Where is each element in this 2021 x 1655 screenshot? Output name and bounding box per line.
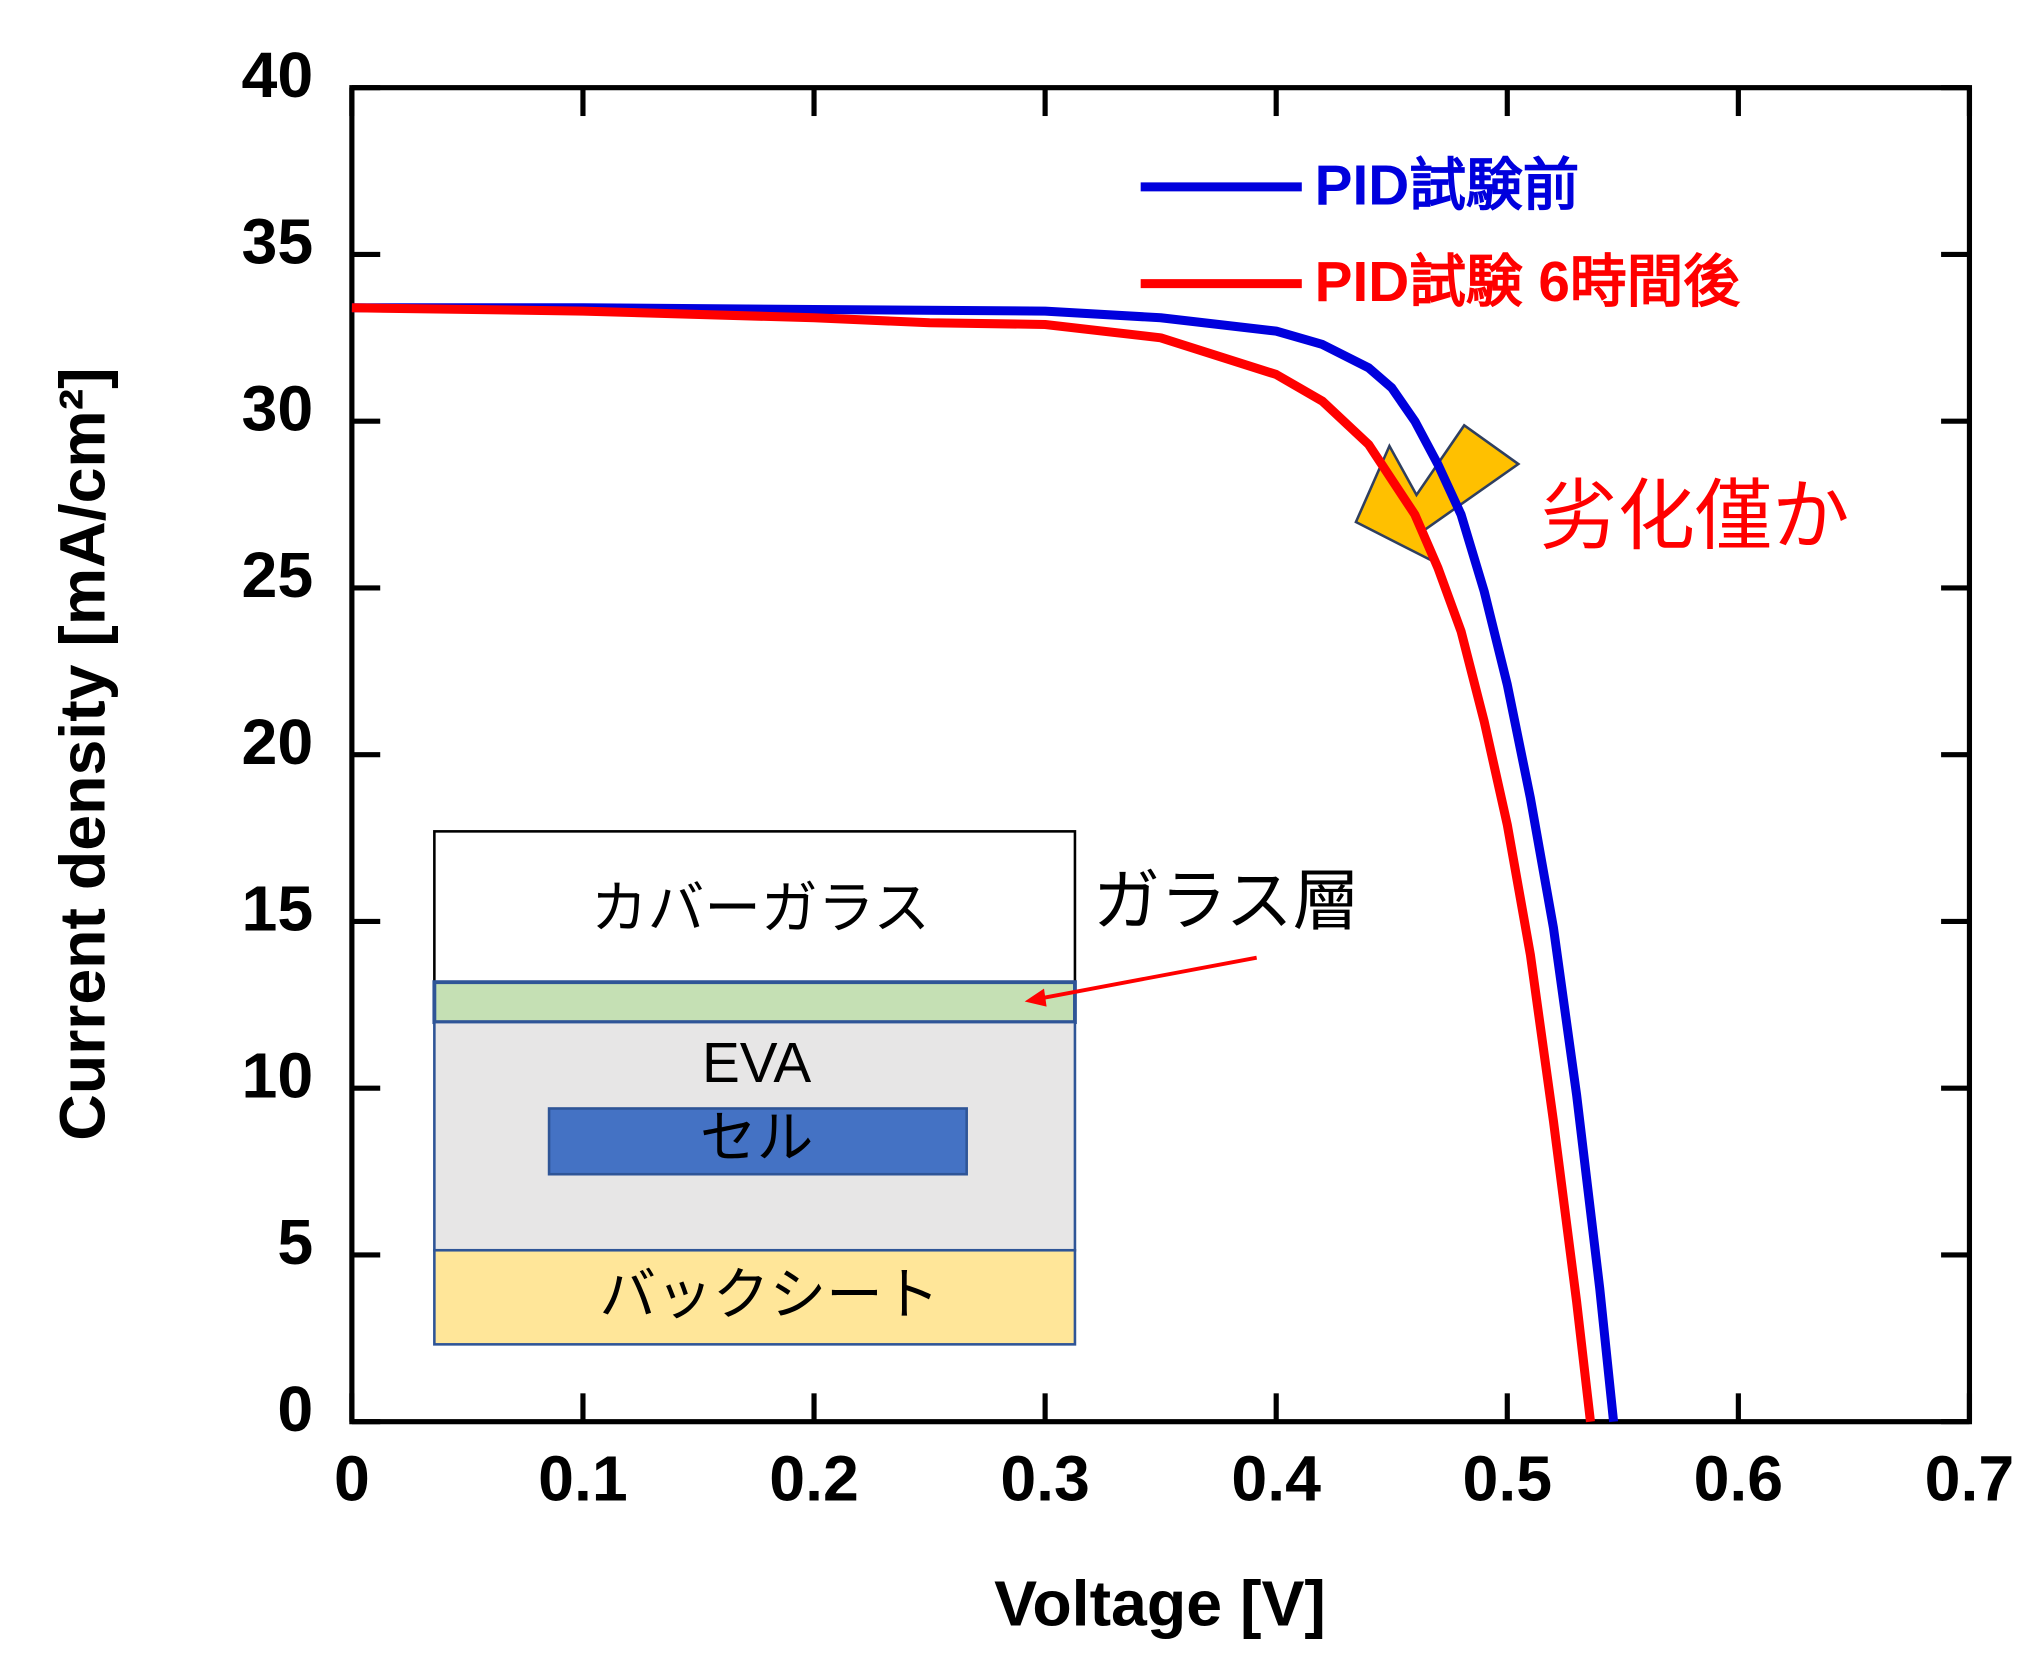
x-tick-label: 0.4 bbox=[1231, 1443, 1321, 1515]
x-tick-label: 0.6 bbox=[1694, 1443, 1784, 1515]
inset-label: カバーガラス bbox=[591, 878, 930, 941]
x-axis-label: Voltage [V] bbox=[994, 1568, 1326, 1640]
y-tick-label: 25 bbox=[242, 539, 314, 611]
y-axis-label: Current density [mA/cm²] bbox=[47, 367, 119, 1140]
x-tick-label: 0.3 bbox=[1000, 1443, 1090, 1515]
inset-diagram: カバーガラス EVA セル バックシート ガラス層 bbox=[434, 831, 1359, 1344]
y-tick-label: 30 bbox=[242, 372, 314, 444]
y-tick-label: 5 bbox=[277, 1206, 313, 1278]
x-tick-label: 0.1 bbox=[538, 1443, 628, 1515]
x-tick-label: 0.2 bbox=[769, 1443, 859, 1515]
chart: Voltage [V] Current density [mA/cm²] カバー… bbox=[0, 0, 2021, 1655]
glass-layer bbox=[434, 982, 1075, 1022]
y-tick-label: 0 bbox=[277, 1373, 313, 1445]
x-tick-label: 0.7 bbox=[1925, 1443, 2015, 1515]
y-tick-label: 10 bbox=[242, 1039, 314, 1111]
legend-entry: PID試験前 bbox=[1315, 154, 1580, 217]
legend-entry: PID試験 6時間後 bbox=[1315, 251, 1742, 314]
y-tick-label: 15 bbox=[242, 873, 314, 945]
inset-label: EVA bbox=[702, 1032, 811, 1095]
x-tick-label: 0 bbox=[334, 1443, 370, 1515]
inset-label: セル bbox=[700, 1107, 813, 1170]
inset-callout: ガラス層 bbox=[1093, 864, 1360, 939]
x-tick-label: 0.5 bbox=[1462, 1443, 1552, 1515]
y-tick-label: 40 bbox=[242, 39, 314, 111]
shift-arrow bbox=[1356, 425, 1518, 563]
inset-label: バックシート bbox=[599, 1264, 939, 1327]
y-tick-label: 35 bbox=[242, 206, 314, 278]
annotation: 劣化僅か bbox=[1540, 473, 1849, 559]
y-tick-label: 20 bbox=[242, 706, 314, 778]
